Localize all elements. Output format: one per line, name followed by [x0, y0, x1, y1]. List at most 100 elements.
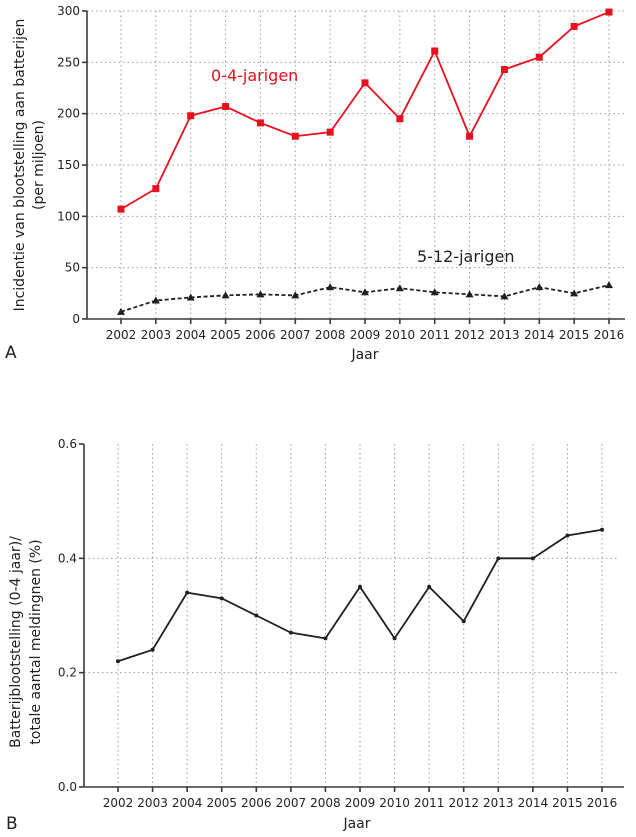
a-xtick-label-2007: 2007: [280, 328, 311, 342]
b-xtick-label-2015: 2015: [552, 796, 583, 810]
panel-b-label: B: [6, 814, 18, 834]
a-point-1-2007: [291, 291, 300, 299]
b-point-0-2015: [565, 533, 570, 538]
a-ytick-label-5: 250: [57, 55, 80, 69]
b-point-0-2006: [254, 613, 259, 618]
b-point-0-2010: [392, 636, 397, 641]
b-point-0-2012: [461, 619, 466, 624]
panel-b-y-axis-title-line2: totale aantal meldingnen (%): [28, 539, 44, 744]
panel-b-chart: 0.00.20.40.6 2002 2003 2004 2005 2006 2007 200…: [6, 437, 624, 834]
panel-a-series-label-0-4: 0-4-jarigen: [211, 66, 298, 85]
b-ytick-label-3: 0.6: [58, 437, 77, 451]
a-xtick-label-2014: 2014: [524, 328, 555, 342]
b-point-0-2009: [358, 584, 362, 589]
panel-b-gridlines: [84, 444, 617, 787]
a-xtick-label-2012: 2012: [454, 328, 485, 342]
a-point-0-2015: [570, 22, 578, 30]
panel-a-y-axis-title: Incidentie van blootstelling aan batteri…: [12, 19, 28, 312]
a-point-0-2007: [291, 132, 299, 140]
b-xtick-label-2008: 2008: [310, 796, 341, 810]
panel-a-series: [117, 8, 613, 315]
panel-b-y-axis-title: Batterijblootstelling (0-4 jaar)/: [8, 536, 24, 748]
a-xtick-label-2015: 2015: [559, 328, 590, 342]
panel-b-x-axis-title: Jaar: [342, 816, 370, 832]
panel-a-y-ticks: 0 50 100 150 200 250 300: [57, 4, 87, 326]
a-point-1-2014: [535, 283, 544, 291]
panel-a-x-ticks: 2002 2003 2004 2005 2006 2007 2008 2009 2010 2011…: [106, 319, 625, 342]
b-xtick-label-2013: 2013: [483, 796, 514, 810]
b-xtick-label-2002: 2002: [103, 796, 134, 810]
b-point-0-2016: [600, 527, 604, 532]
b-series-line-0: [117, 528, 603, 663]
a-point-0-2008: [326, 128, 334, 136]
a-point-1-2003: [151, 296, 160, 304]
b-point-0-2008: [323, 636, 328, 641]
a-point-1-2005: [221, 291, 230, 299]
a-xtick-label-2016: 2016: [594, 328, 625, 342]
b-point-0-2007: [288, 630, 293, 635]
a-point-0-2006: [256, 119, 264, 127]
panel-b-series: [116, 527, 604, 664]
b-xtick-label-2004: 2004: [172, 796, 203, 810]
a-point-1-2006: [256, 290, 265, 298]
a-point-0-2011: [431, 47, 439, 55]
b-xtick-label-2005: 2005: [206, 796, 237, 810]
a-xtick-label-2013: 2013: [489, 328, 520, 342]
a-point-1-2016: [605, 281, 613, 289]
panel-a-series-label-5-12: 5-12-jarigen: [417, 247, 515, 266]
b-xtick-label-2009: 2009: [345, 796, 376, 810]
a-point-1-2002: [117, 307, 125, 315]
a-point-1-2012: [465, 290, 474, 298]
a-point-1-2011: [430, 288, 439, 296]
panel-a-x-axis-title: Jaar: [350, 347, 378, 363]
a-point-1-2009: [361, 288, 369, 296]
a-ytick-label-0: 0: [72, 312, 80, 326]
a-xtick-label-2004: 2004: [175, 328, 206, 342]
a-xtick-label-2010: 2010: [385, 328, 416, 342]
a-point-1-2015: [570, 289, 579, 297]
a-xtick-label-2003: 2003: [141, 328, 172, 342]
panel-b-axes: [83, 444, 624, 788]
b-ytick-label-1: 0.2: [58, 666, 77, 680]
a-point-0-2013: [500, 66, 508, 74]
panel-a-label: A: [5, 343, 17, 363]
b-point-0-2013: [496, 556, 501, 561]
b-xtick-label-2007: 2007: [276, 796, 307, 810]
a-ytick-label-3: 150: [57, 158, 80, 172]
a-ytick-label-1: 50: [65, 261, 80, 275]
b-point-0-2004: [185, 590, 190, 595]
a-ytick-label-2: 100: [57, 209, 80, 223]
b-xtick-label-2010: 2010: [379, 796, 410, 810]
a-point-0-2005: [222, 102, 230, 110]
a-ytick-label-6: 300: [57, 4, 80, 18]
a-xtick-label-2002: 2002: [106, 328, 137, 342]
a-point-1-2013: [500, 292, 509, 300]
b-point-0-2005: [219, 596, 224, 601]
a-point-0-2009: [361, 79, 369, 87]
a-point-1-2010: [395, 284, 404, 292]
b-xtick-label-2012: 2012: [448, 796, 479, 810]
b-xtick-label-2014: 2014: [518, 796, 549, 810]
panel-a-chart: 0 50 100 150 200 250 300 2002 2003 2004 2005 2006 2…: [5, 4, 625, 363]
a-point-0-2002: [117, 205, 125, 213]
a-xtick-label-2006: 2006: [245, 328, 276, 342]
a-point-0-2014: [535, 53, 543, 61]
b-xtick-label-2003: 2003: [137, 796, 168, 810]
panel-a-y-axis-title-line2: (per miljoen): [31, 120, 47, 210]
b-point-0-2003: [150, 647, 155, 652]
b-xtick-label-2006: 2006: [241, 796, 272, 810]
a-ytick-label-4: 200: [57, 107, 80, 121]
a-point-0-2010: [396, 115, 404, 123]
b-xtick-label-2016: 2016: [587, 796, 618, 810]
b-point-0-2011: [427, 584, 432, 589]
a-xtick-label-2005: 2005: [210, 328, 241, 342]
a-xtick-label-2008: 2008: [315, 328, 346, 342]
b-ytick-label-2: 0.4: [58, 551, 77, 565]
a-xtick-label-2009: 2009: [350, 328, 381, 342]
a-point-1-2004: [186, 293, 195, 301]
a-point-0-2016: [605, 8, 613, 16]
panel-b-x-ticks: 2002 2003 2004 2005 2006 2007 2008 2009 2010 2011…: [103, 787, 618, 810]
panel-a-gridlines: [87, 10, 625, 319]
a-point-1-2008: [326, 283, 335, 291]
